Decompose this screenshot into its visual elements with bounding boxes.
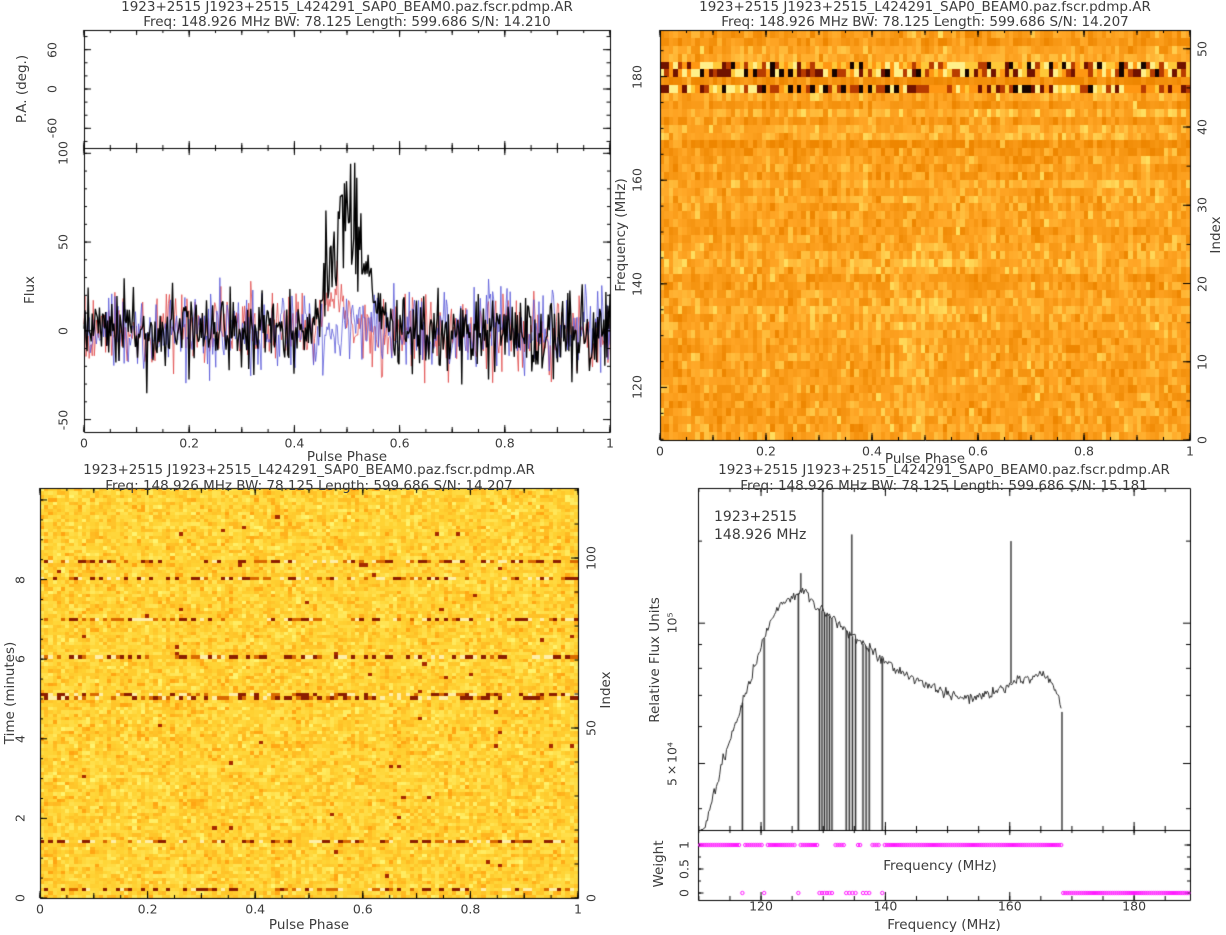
pa-axis-label: P.A. (deg.) — [14, 54, 30, 124]
tick-label: 0 — [80, 435, 88, 451]
index-axis-label: Index — [598, 671, 614, 709]
flux-axis-label: Flux — [22, 275, 38, 305]
tick-label: 0 — [36, 901, 44, 917]
frequency-axis-label: Frequency (MHz) — [613, 178, 629, 292]
index-axis-label: Index — [1208, 216, 1224, 254]
weight-axis-label: Weight — [651, 840, 667, 888]
tick-label: 0 — [12, 894, 28, 902]
tick-label: 1 — [574, 901, 582, 917]
tick-label: 1 — [676, 841, 692, 849]
panel-title: 1923+2515 J1923+2515_L424291_SAP0_BEAM0.… — [718, 462, 1170, 478]
tick-label: 0 — [55, 326, 71, 335]
tick-label: 180 — [1122, 898, 1147, 914]
tick-label: 20 — [1194, 275, 1210, 292]
tick-label: 40 — [1194, 119, 1210, 135]
tick-label: 0.6 — [389, 435, 410, 451]
tick-label: 10⁵ — [664, 612, 680, 634]
tick-label: 0.4 — [245, 901, 266, 917]
tick-label: 0.8 — [460, 901, 481, 917]
x-axis-label: Pulse Phase — [884, 451, 966, 467]
tick-label: 0.4 — [862, 443, 882, 459]
tick-label: 8 — [12, 575, 28, 584]
tick-label: 5×10⁴ — [664, 741, 680, 786]
tick-label: 140 — [629, 271, 645, 296]
tick-label: 0.6 — [968, 443, 988, 459]
tick-label: 0.8 — [494, 435, 515, 451]
panel-subtitle: Freq: 148.926 MHz BW: 78.125 Length: 599… — [721, 14, 1129, 30]
tick-label: 50 — [1194, 40, 1210, 57]
tick-label: 1 — [606, 435, 614, 451]
center-frequency-annotation: 148.926 MHz — [714, 527, 807, 543]
tick-label: 0 — [583, 894, 599, 902]
panel-subtitle: Freq: 148.926 MHz BW: 78.125 Length: 599… — [105, 478, 513, 494]
panel-title: 1923+2515 J1923+2515_L424291_SAP0_BEAM0.… — [121, 0, 573, 15]
panel-title: 1923+2515 J1923+2515_L424291_SAP0_BEAM0.… — [699, 0, 1151, 15]
panel-subtitle: Freq: 148.926 MHz BW: 78.125 Length: 599… — [143, 14, 551, 30]
tick-label: -60 — [44, 118, 60, 139]
tick-label: 60 — [44, 41, 60, 58]
source-name-annotation: 1923+2515 — [714, 509, 797, 525]
tick-label: 100 — [583, 546, 599, 570]
x-axis-label: Pulse Phase — [268, 917, 350, 933]
tick-label: -50 — [55, 409, 71, 430]
x-axis-label: Pulse Phase — [306, 449, 388, 465]
tick-label: 2 — [12, 814, 28, 823]
tick-label: 0 — [676, 889, 692, 897]
tick-label: 0 — [1194, 436, 1210, 444]
x-axis-label: Frequency (MHz) — [887, 917, 1001, 933]
tick-label: 160 — [997, 898, 1022, 914]
tick-label: 50 — [55, 234, 71, 251]
panel-title: 1923+2515 J1923+2515_L424291_SAP0_BEAM0.… — [83, 462, 535, 478]
tick-label: 0.8 — [1074, 443, 1094, 459]
tick-label: 140 — [873, 898, 898, 914]
tick-label: 4 — [12, 734, 28, 743]
tick-label: 50 — [583, 720, 599, 736]
tick-label: 0.6 — [352, 901, 373, 917]
tick-label: 160 — [629, 168, 645, 193]
inner-frequency-label: Frequency (MHz) — [883, 858, 997, 874]
tick-label: 0 — [44, 85, 60, 93]
tick-label: 30 — [1194, 197, 1210, 214]
tick-label: 0.2 — [179, 435, 200, 451]
tick-label: 100 — [55, 141, 71, 166]
panel-subtitle: Freq: 148.926 MHz BW: 78.125 Length: 599… — [740, 478, 1148, 494]
tick-label: 120 — [629, 375, 645, 400]
flux-units-axis-label: Relative Flux Units — [647, 597, 663, 723]
tick-label: 0.4 — [284, 435, 305, 451]
tick-label: 6 — [12, 655, 28, 664]
tick-label: 1 — [1186, 443, 1194, 459]
tick-label: 0.2 — [756, 443, 776, 459]
tick-label: 180 — [629, 64, 645, 89]
tick-label: 120 — [749, 898, 773, 914]
tick-label: 0.5 — [676, 859, 692, 879]
tick-label: 0.2 — [137, 901, 158, 917]
tick-label: 10 — [1194, 353, 1210, 370]
tick-label: 0 — [656, 443, 664, 459]
